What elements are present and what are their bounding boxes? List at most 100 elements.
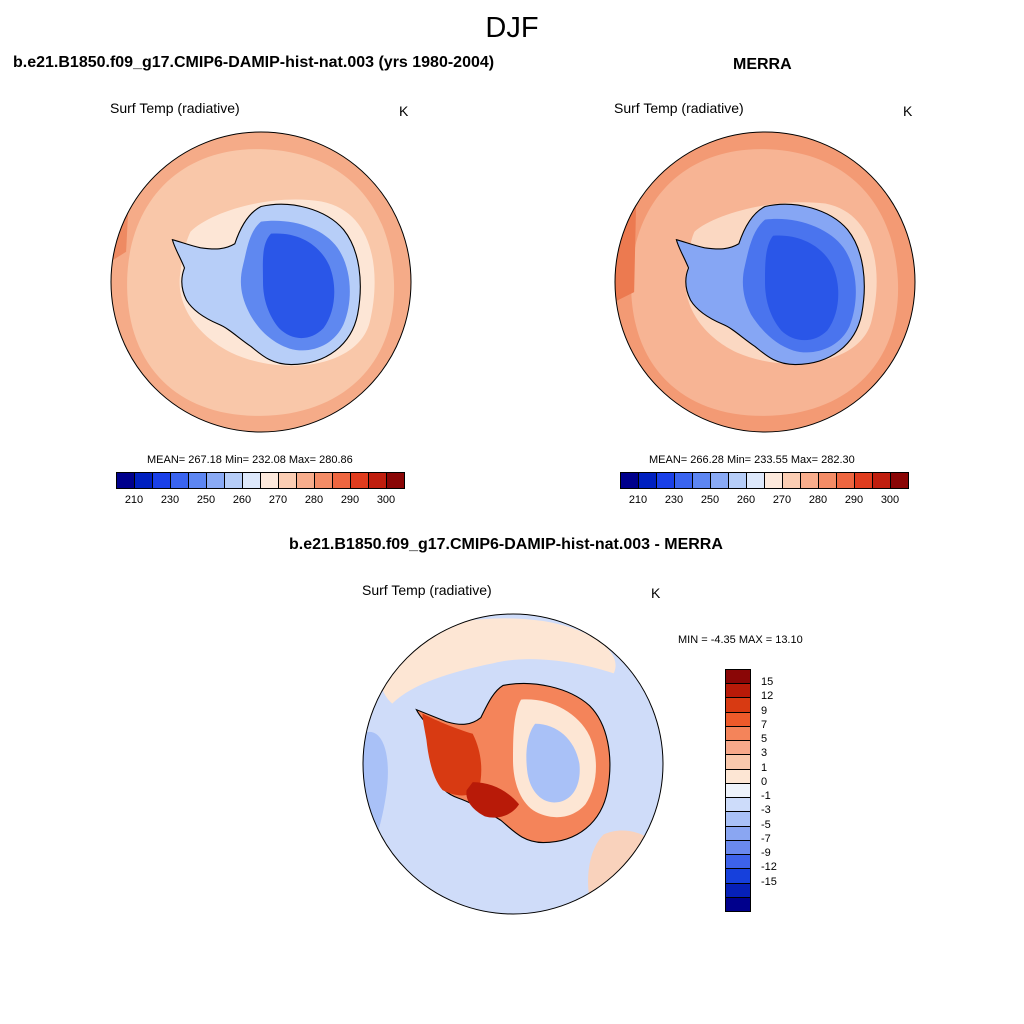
colorbar-swatch bbox=[260, 472, 279, 489]
colorbar-tick-label: -15 bbox=[761, 875, 777, 888]
map-warm-patch bbox=[588, 830, 663, 914]
colorbar-swatch bbox=[188, 472, 207, 489]
colorbar-tick-label: 230 bbox=[160, 494, 180, 506]
colorbar-tick-label: 210 bbox=[628, 494, 648, 506]
model-variable-label: Surf Temp (radiative) bbox=[110, 100, 240, 116]
colorbar-swatch bbox=[674, 472, 693, 489]
colorbar-tick-label: 290 bbox=[844, 494, 864, 506]
colorbar-tick-label: 270 bbox=[772, 494, 792, 506]
obs-variable-label: Surf Temp (radiative) bbox=[614, 100, 744, 116]
colorbar-swatch bbox=[224, 472, 243, 489]
colorbar-swatch bbox=[206, 472, 225, 489]
colorbar-swatch bbox=[116, 472, 135, 489]
colorbar-swatch bbox=[134, 472, 153, 489]
colorbar-swatch bbox=[725, 754, 751, 770]
map-warm-patch bbox=[379, 618, 616, 704]
colorbar-swatch bbox=[782, 472, 801, 489]
model-stats: MEAN= 267.18 Min= 232.08 Max= 280.86 bbox=[147, 454, 353, 466]
colorbar-tick-label: -1 bbox=[761, 790, 771, 803]
colorbar-swatch bbox=[725, 797, 751, 813]
colorbar-tick-label: 3 bbox=[761, 747, 768, 760]
colorbar-tick-label: 5 bbox=[761, 733, 768, 746]
colorbar-tick-label: -5 bbox=[761, 818, 771, 831]
colorbar-tick-label: 1 bbox=[761, 761, 768, 774]
colorbar-swatch bbox=[725, 896, 751, 912]
colorbar-swatch bbox=[836, 472, 855, 489]
colorbar-swatch bbox=[854, 472, 873, 489]
colorbar-swatch bbox=[725, 811, 751, 827]
colorbar-tick-label: 210 bbox=[124, 494, 144, 506]
obs-units-label: K bbox=[903, 103, 913, 119]
map-red-peninsula bbox=[422, 713, 482, 796]
model-panel-title: b.e21.B1850.f09_g17.CMIP6-DAMIP-hist-nat… bbox=[13, 54, 495, 71]
colorbar-tick-label: 15 bbox=[761, 676, 774, 689]
colorbar-swatch bbox=[638, 472, 657, 489]
map-ice-core bbox=[262, 233, 335, 339]
colorbar-tick-label: 260 bbox=[736, 494, 756, 506]
colorbar-swatch bbox=[656, 472, 675, 489]
colorbar-swatch bbox=[728, 472, 747, 489]
model-colorbar-ticks: 210 230 250 260 270 280 290 300 bbox=[116, 494, 404, 508]
diff-colorbar bbox=[725, 669, 751, 912]
model-colorbar bbox=[116, 472, 405, 489]
colorbar-swatch bbox=[332, 472, 351, 489]
colorbar-tick-label: 9 bbox=[761, 704, 768, 717]
colorbar-tick-label: 280 bbox=[304, 494, 324, 506]
diff-variable-label: Surf Temp (radiative) bbox=[362, 582, 492, 598]
colorbar-swatch bbox=[872, 472, 891, 489]
map-warm-edge bbox=[615, 201, 637, 303]
colorbar-swatch bbox=[152, 472, 171, 489]
obs-colorbar-ticks: 210 230 250 260 270 280 290 300 bbox=[620, 494, 908, 508]
colorbar-tick-label: 300 bbox=[376, 494, 396, 506]
diff-panel-title: b.e21.B1850.f09_g17.CMIP6-DAMIP-hist-nat… bbox=[289, 536, 723, 553]
colorbar-swatch bbox=[368, 472, 387, 489]
colorbar-swatch bbox=[725, 711, 751, 727]
colorbar-tick-label: 250 bbox=[196, 494, 216, 506]
colorbar-tick-label: -12 bbox=[761, 861, 777, 874]
colorbar-swatch bbox=[725, 839, 751, 856]
colorbar-swatch bbox=[725, 782, 751, 799]
figure-title: DJF bbox=[485, 12, 539, 44]
colorbar-tick-label: 270 bbox=[268, 494, 288, 506]
map-cool-patch bbox=[363, 731, 388, 865]
colorbar-tick-label: -3 bbox=[761, 804, 771, 817]
colorbar-tick-label: -7 bbox=[761, 832, 771, 845]
colorbar-tick-label: 7 bbox=[761, 718, 768, 731]
colorbar-tick-label: 260 bbox=[232, 494, 252, 506]
colorbar-swatch bbox=[725, 725, 751, 742]
colorbar-swatch bbox=[818, 472, 837, 489]
colorbar-swatch bbox=[746, 472, 765, 489]
map-red-shelf bbox=[466, 782, 520, 818]
colorbar-tick-label: 230 bbox=[664, 494, 684, 506]
colorbar-swatch bbox=[725, 697, 751, 713]
colorbar-swatch bbox=[725, 868, 751, 884]
colorbar-swatch bbox=[725, 854, 751, 870]
colorbar-swatch bbox=[350, 472, 369, 489]
colorbar-swatch bbox=[242, 472, 261, 489]
obs-colorbar bbox=[620, 472, 909, 489]
colorbar-swatch bbox=[314, 472, 333, 489]
colorbar-swatch bbox=[386, 472, 405, 489]
map-ice-core bbox=[765, 235, 839, 341]
colorbar-tick-label: -9 bbox=[761, 847, 771, 860]
colorbar-tick-label: 300 bbox=[880, 494, 900, 506]
obs-polar-map bbox=[614, 131, 916, 433]
colorbar-swatch bbox=[725, 669, 751, 685]
diff-polar-map bbox=[362, 613, 664, 915]
colorbar-swatch bbox=[764, 472, 783, 489]
colorbar-swatch bbox=[170, 472, 189, 489]
colorbar-swatch bbox=[725, 740, 751, 756]
colorbar-tick-label: 0 bbox=[761, 775, 768, 788]
colorbar-tick-label: 290 bbox=[340, 494, 360, 506]
colorbar-tick-label: 280 bbox=[808, 494, 828, 506]
model-polar-map bbox=[110, 131, 412, 433]
colorbar-swatch bbox=[692, 472, 711, 489]
colorbar-swatch bbox=[725, 825, 751, 841]
colorbar-swatch bbox=[800, 472, 819, 489]
colorbar-tick-label: 250 bbox=[700, 494, 720, 506]
colorbar-swatch bbox=[890, 472, 909, 489]
colorbar-swatch bbox=[710, 472, 729, 489]
colorbar-swatch bbox=[725, 768, 751, 784]
colorbar-swatch bbox=[725, 882, 751, 898]
diff-units-label: K bbox=[651, 585, 661, 601]
